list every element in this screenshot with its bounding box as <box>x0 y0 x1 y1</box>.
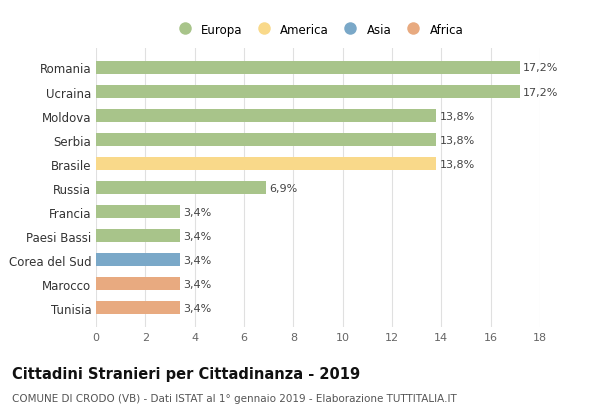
Text: 13,8%: 13,8% <box>439 159 475 169</box>
Legend: Europa, America, Asia, Africa: Europa, America, Asia, Africa <box>168 19 468 41</box>
Text: 6,9%: 6,9% <box>269 183 298 193</box>
Text: 3,4%: 3,4% <box>183 279 211 289</box>
Bar <box>96 134 436 147</box>
Bar <box>96 157 436 171</box>
Bar <box>96 182 266 195</box>
Text: 13,8%: 13,8% <box>439 135 475 145</box>
Text: 17,2%: 17,2% <box>523 63 559 73</box>
Text: 3,4%: 3,4% <box>183 207 211 217</box>
Bar <box>96 86 520 99</box>
Text: 17,2%: 17,2% <box>523 87 559 97</box>
Bar <box>96 254 180 267</box>
Text: 3,4%: 3,4% <box>183 303 211 313</box>
Bar <box>96 229 180 243</box>
Text: 13,8%: 13,8% <box>439 111 475 121</box>
Text: 3,4%: 3,4% <box>183 231 211 241</box>
Bar <box>96 205 180 219</box>
Text: COMUNE DI CRODO (VB) - Dati ISTAT al 1° gennaio 2019 - Elaborazione TUTTITALIA.I: COMUNE DI CRODO (VB) - Dati ISTAT al 1° … <box>12 393 457 403</box>
Bar <box>96 110 436 123</box>
Bar <box>96 62 520 75</box>
Bar <box>96 301 180 315</box>
Text: 3,4%: 3,4% <box>183 255 211 265</box>
Text: Cittadini Stranieri per Cittadinanza - 2019: Cittadini Stranieri per Cittadinanza - 2… <box>12 366 360 381</box>
Bar <box>96 277 180 290</box>
